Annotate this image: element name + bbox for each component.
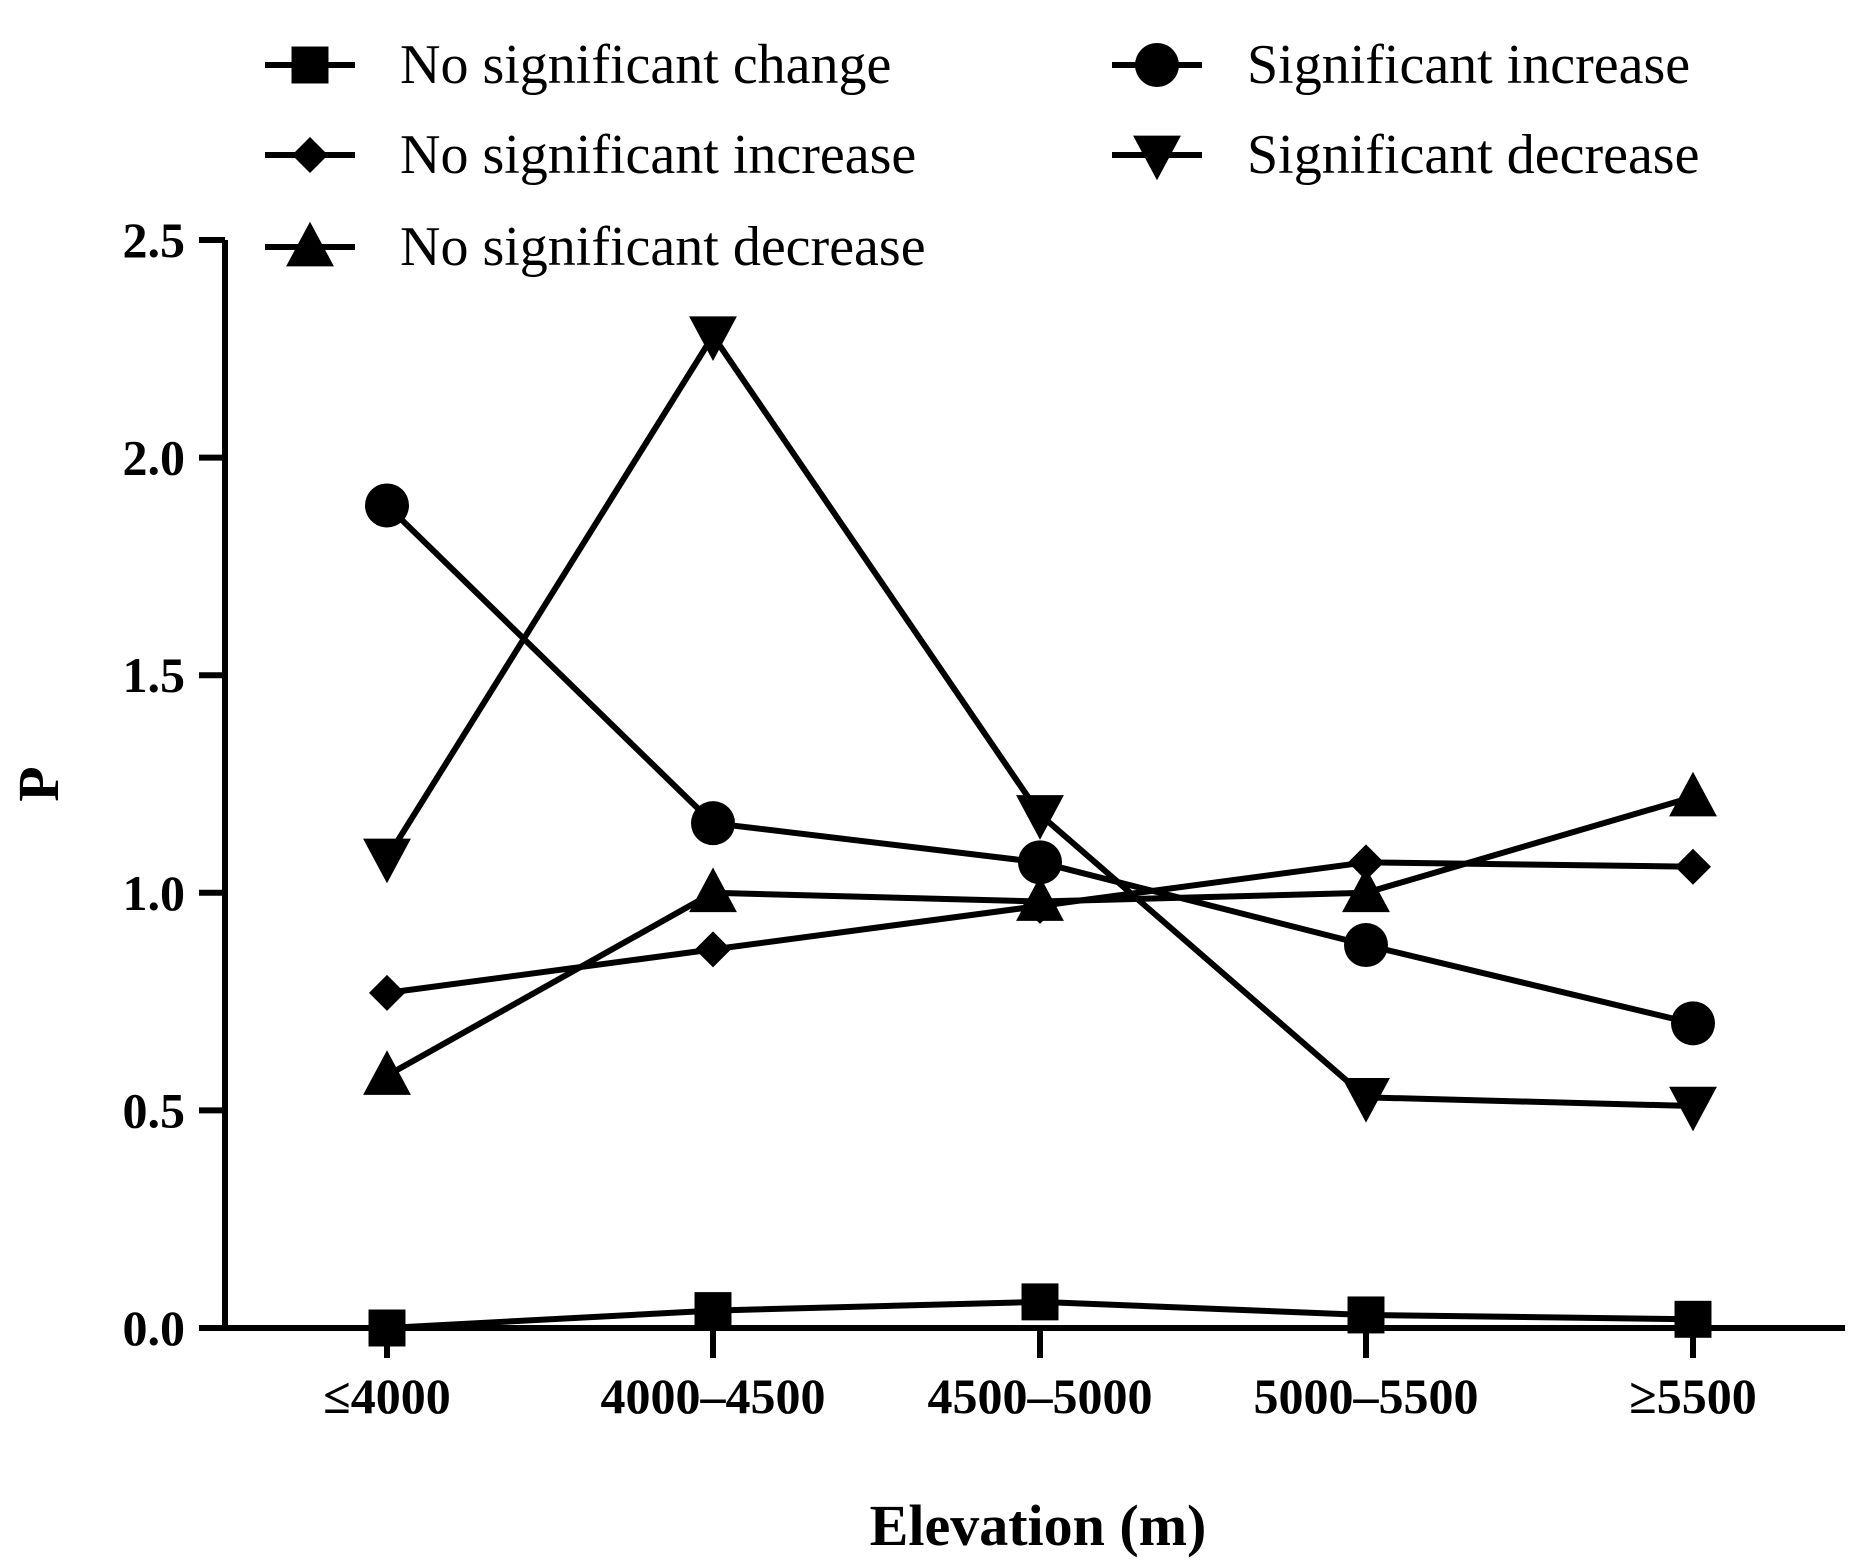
data-point [1342,867,1390,913]
series-significant-increase [365,483,1715,1046]
legend-marker [286,221,334,267]
series-layer [363,316,1717,1347]
data-point [691,801,735,846]
series-no-significant-change [368,1283,1712,1347]
y-tick-label: 1.0 [123,865,186,921]
data-point [1016,876,1064,921]
data-point [1016,795,1064,840]
x-axis-title: Elevation (m) [870,1493,1207,1558]
y-tick-label: 0.5 [123,1082,186,1138]
data-point [365,483,409,528]
series-significant-decrease [363,316,1717,1132]
legend-item: Significant increase [1112,34,1690,96]
data-point [368,1309,406,1347]
data-point [1674,1300,1712,1338]
legend-marker [1133,135,1181,181]
data-point [369,974,405,1011]
data-point [695,931,731,968]
y-ticks: 0.0 0.5 1.0 1.5 2.0 2.5 [123,212,225,1356]
x-tick-label: ≤4000 [323,1368,450,1424]
data-point [363,1050,411,1095]
data-point [1021,1283,1059,1321]
legend-marker [1135,43,1179,87]
y-tick-label: 0.0 [123,1300,186,1356]
series-line [384,332,1694,1110]
data-point [689,316,737,362]
data-point [1344,923,1388,968]
series-line [384,503,1694,1027]
data-point [1669,771,1717,817]
y-tick-label: 2.0 [123,430,186,486]
data-point [1675,848,1711,885]
y-tick-label: 1.5 [123,647,186,703]
x-ticks: ≤4000 4000–4500 4500–5000 5000–5500 ≥5500 [323,1328,1757,1424]
legend-label: Significant decrease [1247,124,1699,186]
x-tick-label: 5000–5500 [1254,1368,1479,1424]
legend-label: No significant change [400,34,891,96]
legend-item: Significant decrease [1112,124,1699,186]
series-no-significant-decrease [363,771,1717,1095]
data-point [1348,844,1384,881]
data-point [689,867,737,913]
legend: No significant change Significant increas… [265,34,1699,278]
data-point [1342,1078,1390,1123]
data-point [363,838,411,884]
legend-label: No significant increase [400,124,916,186]
legend-item: No significant decrease [265,216,926,278]
axes: 0.0 0.5 1.0 1.5 2.0 2.5 ≤4000 4000–4500 4500–50… [123,212,1845,1424]
y-tick-label: 2.5 [123,212,186,268]
x-tick-label: ≥5500 [1629,1368,1756,1424]
data-point [1671,1001,1715,1046]
legend-item: No significant increase [265,124,916,186]
legend-marker [292,137,328,173]
legend-marker [291,46,329,84]
legend-item: No significant change [265,34,891,96]
x-tick-label: 4000–4500 [601,1368,826,1424]
data-point [694,1292,732,1330]
data-point [1669,1086,1717,1132]
data-point [1347,1296,1385,1334]
x-tick-label: 4500–5000 [928,1368,1153,1424]
y-axis-title: P [6,766,71,801]
data-point [1018,840,1062,885]
legend-label: Significant increase [1247,34,1690,96]
legend-label: No significant decrease [400,216,926,278]
